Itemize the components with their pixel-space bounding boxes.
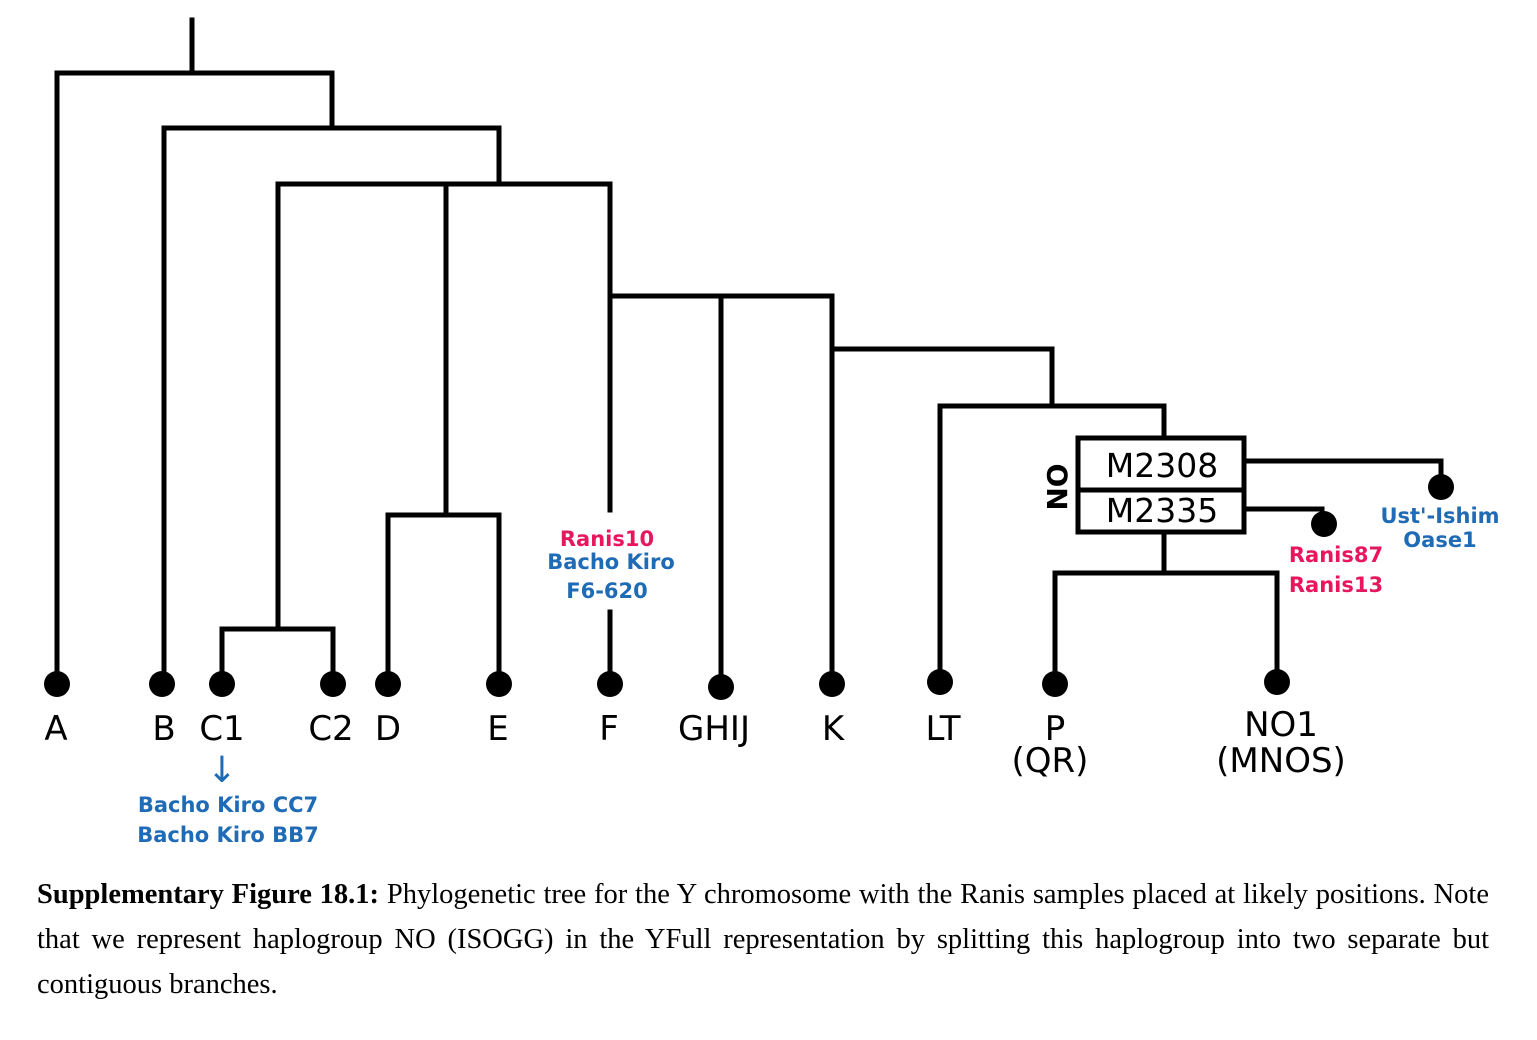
tip-label-lt: LT (925, 709, 960, 749)
tip-dot-a (44, 671, 70, 697)
sample-bacho-kiro-bb7: Bacho Kiro BB7 (137, 823, 319, 847)
tip-dot-c1 (209, 671, 235, 697)
branch-k-split (829, 346, 1055, 408)
sample-bacho-kiro-cc7: Bacho Kiro CC7 (138, 793, 318, 817)
sample-ust-ishim: Ust'-Ishim (1380, 504, 1499, 528)
branch-p-no1 (1052, 570, 1280, 686)
tip-label-f: F (599, 709, 619, 749)
tip-dot-no1 (1264, 669, 1290, 695)
tip-label-c1: C1 (199, 709, 244, 749)
m2335-label: M2335 (1106, 491, 1218, 530)
m2308-label: M2308 (1106, 446, 1218, 485)
sample-oase1: Oase1 (1403, 528, 1476, 552)
tip-label-p: P (1045, 709, 1066, 749)
tip-label-no1-sub: (MNOS) (1216, 741, 1346, 781)
branch-f-ghij-k-split (607, 293, 835, 686)
tip-dot-k (819, 671, 845, 697)
no-group-label: NO (1041, 463, 1074, 510)
tip-dot-lt (927, 669, 953, 695)
tip-label-ghij: GHIJ (678, 709, 750, 749)
tip-dot-ghij (708, 674, 734, 700)
figure-caption: Supplementary Figure 18.1: Phylogenetic … (37, 872, 1489, 1007)
tip-label-no1: NO1 (1244, 705, 1318, 745)
branch-c-split (219, 626, 336, 686)
tip-label-a: A (44, 709, 67, 749)
tip-label-b: B (152, 709, 175, 749)
tip-dot-c2 (320, 671, 346, 697)
tip-dot-f (597, 671, 623, 697)
tip-dot-ust-ishim (1428, 474, 1454, 500)
sample-c1-arrow: ↓ (207, 750, 237, 791)
tip-dot-b (149, 671, 175, 697)
branch-m2335-sample (1241, 506, 1325, 525)
sample-ranis10: Ranis10 (560, 527, 654, 551)
tip-dot-p (1042, 671, 1068, 697)
caption-title: Supplementary Figure 18.1: (37, 879, 380, 910)
tip-label-d: D (375, 709, 401, 749)
caption-text: Phylogenetic tree for the Y chromosome w… (37, 879, 1489, 1000)
branch-m2308-sample (1241, 458, 1444, 488)
tip-label-c2: C2 (308, 709, 353, 749)
tip-label-k: K (822, 709, 846, 749)
tip-label-e: E (487, 709, 508, 749)
branch-b-split (161, 125, 502, 686)
branch-lt-split (937, 403, 1167, 686)
sample-ranis87: Ranis87 (1289, 543, 1383, 567)
branch-a-split (54, 70, 335, 686)
sample-ranis13: Ranis13 (1289, 573, 1383, 597)
sample-bacho-kiro: Bacho Kiro (547, 550, 675, 574)
tip-dot-ranis87 (1311, 511, 1337, 537)
sample-f6-620: F6-620 (566, 579, 648, 603)
tip-dot-e (486, 671, 512, 697)
tip-label-p-sub: (QR) (1012, 741, 1089, 781)
phylogenetic-tree: A B C1 C2 D E F GHIJ K LT P (QR) NO1 (MN… (44, 17, 1500, 847)
branch-d-e-split (385, 512, 502, 686)
tip-dot-d (375, 671, 401, 697)
